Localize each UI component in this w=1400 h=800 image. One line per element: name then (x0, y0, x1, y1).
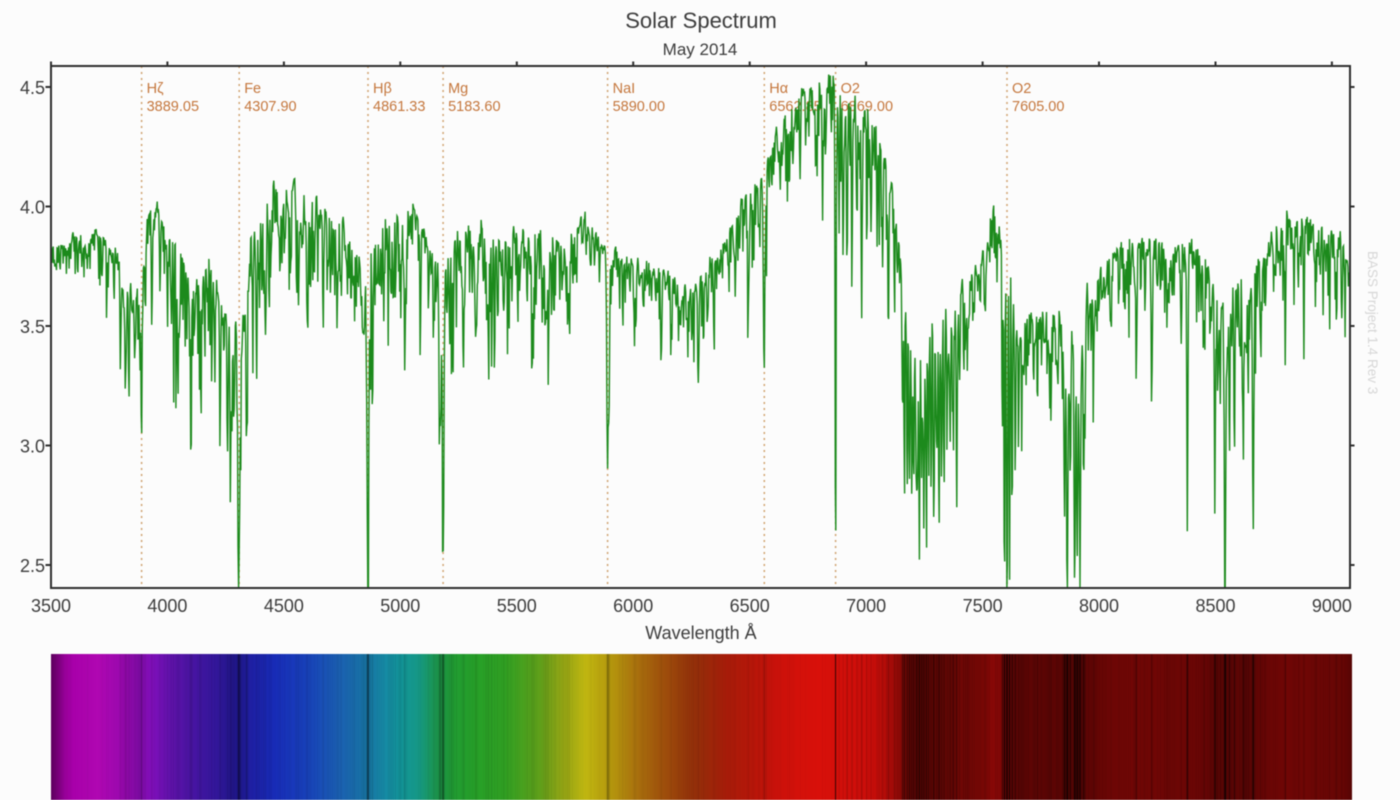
svg-text:8500: 8500 (1195, 596, 1235, 616)
svg-text:O2: O2 (1012, 81, 1031, 97)
svg-text:7000: 7000 (846, 596, 886, 616)
svg-text:5890.00: 5890.00 (613, 99, 665, 115)
svg-text:NaI: NaI (613, 81, 636, 97)
svg-text:BASS Project 1.4 Rev 3: BASS Project 1.4 Rev 3 (1365, 251, 1380, 394)
svg-text:8000: 8000 (1079, 596, 1119, 616)
svg-text:5000: 5000 (380, 596, 420, 616)
svg-text:O2: O2 (841, 81, 860, 97)
svg-text:4500: 4500 (264, 596, 304, 616)
svg-text:4307.90: 4307.90 (244, 99, 296, 115)
svg-text:Solar Spectrum: Solar Spectrum (625, 8, 777, 33)
svg-text:Wavelength Å: Wavelength Å (645, 623, 756, 643)
svg-text:Hβ: Hβ (373, 81, 392, 97)
svg-text:3.5: 3.5 (20, 317, 45, 337)
svg-text:7500: 7500 (963, 596, 1003, 616)
svg-text:5183.60: 5183.60 (448, 99, 500, 115)
svg-text:9000: 9000 (1312, 596, 1352, 616)
svg-text:Hα: Hα (769, 81, 788, 97)
svg-text:6000: 6000 (613, 596, 653, 616)
svg-text:Hζ: Hζ (147, 81, 164, 97)
svg-text:Mg: Mg (448, 81, 468, 97)
svg-text:6869.00: 6869.00 (841, 99, 893, 115)
svg-text:6500: 6500 (730, 596, 770, 616)
svg-text:4.0: 4.0 (20, 198, 45, 218)
svg-text:3.0: 3.0 (20, 437, 45, 457)
svg-text:Fe: Fe (244, 81, 261, 97)
svg-text:3500: 3500 (31, 596, 71, 616)
svg-text:7605.00: 7605.00 (1012, 99, 1064, 115)
svg-text:4000: 4000 (147, 596, 187, 616)
svg-text:2.5: 2.5 (20, 556, 45, 576)
svg-text:5500: 5500 (497, 596, 537, 616)
svg-text:May 2014: May 2014 (663, 40, 738, 59)
svg-text:3889.05: 3889.05 (147, 99, 199, 115)
svg-text:4861.33: 4861.33 (373, 99, 425, 115)
svg-text:4.5: 4.5 (20, 78, 45, 98)
